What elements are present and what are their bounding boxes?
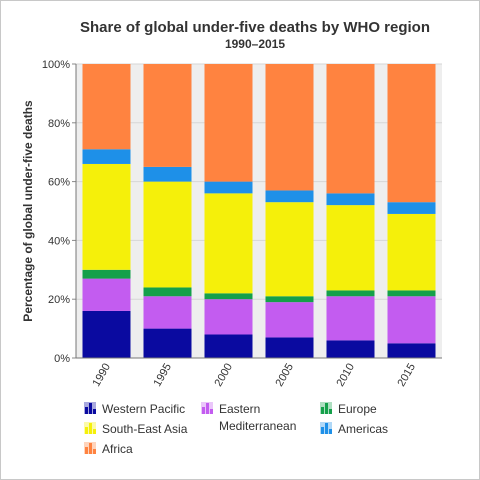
legend-label-americas: Americas <box>338 422 388 436</box>
bar-segment-africa-2005 <box>265 64 314 191</box>
legend-icon-bar <box>93 409 96 414</box>
y-tick-label: 80% <box>48 118 70 130</box>
legend-icon-bar <box>321 427 324 434</box>
legend-icon-bar <box>85 447 88 454</box>
bar-segment-western-pacific-2005 <box>265 337 314 358</box>
legend-item-eastern-mediterranean: Eastern Mediterranean <box>201 402 296 433</box>
bar-segment-europe-2005 <box>265 296 314 303</box>
legend-icon-bar <box>325 423 328 434</box>
legend-item-europe: Europe <box>320 402 377 416</box>
bar-segment-europe-2010 <box>326 290 375 297</box>
bar-segment-eastern-mediterranean-1995 <box>143 296 192 329</box>
bar-segment-south-east-asia-1995 <box>143 181 192 288</box>
y-tick-label: 20% <box>48 294 70 306</box>
bar-segment-western-pacific-1990 <box>82 310 131 358</box>
bar-segment-africa-1995 <box>143 64 192 167</box>
legend-icon-bar <box>329 409 332 414</box>
legend-label-eastern-mediterranean: Eastern Mediterranean <box>219 402 296 433</box>
legend-item-south-east-asia: South-East Asia <box>84 422 188 436</box>
legend-label-line: Eastern <box>219 402 260 416</box>
bar-segment-europe-1990 <box>82 269 131 279</box>
bar-segment-south-east-asia-2000 <box>204 193 253 294</box>
bar-segment-eastern-mediterranean-2010 <box>326 296 375 341</box>
bar-segment-eastern-mediterranean-2005 <box>265 302 314 338</box>
bar-segment-africa-2015 <box>387 64 436 203</box>
x-tick-label: 2005 <box>273 362 296 389</box>
legend-label-western-pacific: Western Pacific <box>102 402 185 416</box>
bar-segment-western-pacific-2015 <box>387 343 436 358</box>
bar-segment-americas-1995 <box>143 166 192 182</box>
chart-title: Share of global under-five deaths by WHO… <box>80 19 430 36</box>
legend-icon-bar <box>89 403 92 414</box>
bar-segment-south-east-asia-1990 <box>82 163 131 270</box>
legend-icon-bar <box>89 423 92 434</box>
legend-icon-bar <box>93 429 96 434</box>
bar-segment-africa-2000 <box>204 64 253 182</box>
legend-icon-bar <box>206 403 209 414</box>
legend-label-line: Mediterranean <box>219 419 296 433</box>
legend-icon-bar <box>210 409 213 414</box>
bar-segment-africa-2010 <box>326 64 375 194</box>
bar-segment-europe-2015 <box>387 290 436 297</box>
bar-segment-americas-2000 <box>204 181 253 194</box>
legend-icon-bar <box>93 449 96 454</box>
bar-segment-western-pacific-2010 <box>326 340 375 358</box>
bar-segment-europe-2000 <box>204 293 253 300</box>
y-axis-label: Percentage of global under-five deaths <box>21 100 35 322</box>
legend-item-africa: Africa <box>84 442 133 456</box>
bar-segment-western-pacific-1995 <box>143 328 192 358</box>
x-tick-label: 1995 <box>151 362 174 389</box>
y-tick-label: 40% <box>48 235 70 247</box>
bar-segment-eastern-mediterranean-2000 <box>204 299 253 335</box>
bar-segment-africa-1990 <box>82 64 131 150</box>
chart-subtitle: 1990–2015 <box>225 37 285 51</box>
legend-icon-bar <box>321 407 324 414</box>
bar-segment-south-east-asia-2010 <box>326 205 375 291</box>
legend-item-western-pacific: Western Pacific <box>84 402 185 416</box>
y-tick-label: 0% <box>54 353 70 365</box>
bar-segment-western-pacific-2000 <box>204 334 253 358</box>
legend-icon-bar <box>202 407 205 414</box>
x-tick-label: 2010 <box>334 362 357 389</box>
bar-segment-americas-1990 <box>82 149 131 164</box>
bar-segment-south-east-asia-2005 <box>265 202 314 297</box>
legend-icon-bar <box>85 427 88 434</box>
bar-segment-south-east-asia-2015 <box>387 213 436 291</box>
x-tick-label: 2015 <box>395 362 418 389</box>
legend-label-south-east-asia: South-East Asia <box>102 422 188 436</box>
bar-segment-eastern-mediterranean-1990 <box>82 278 131 311</box>
bar-segment-americas-2015 <box>387 202 436 214</box>
plot-area <box>76 64 442 358</box>
y-tick-label: 100% <box>42 59 70 71</box>
y-tick-label: 60% <box>48 177 70 189</box>
bar-segment-eastern-mediterranean-2015 <box>387 296 436 344</box>
bar-segment-americas-2005 <box>265 190 314 203</box>
legend-label-europe: Europe <box>338 402 377 416</box>
legend-item-americas: Americas <box>320 422 388 436</box>
legend-icon-bar <box>325 403 328 414</box>
legend-icon-bar <box>329 429 332 434</box>
x-tick-label: 2000 <box>212 362 235 389</box>
legend-icon-bar <box>85 407 88 414</box>
legend-icon-bar <box>89 443 92 454</box>
x-tick-label: 1990 <box>90 362 113 389</box>
bar-segment-americas-2010 <box>326 193 375 206</box>
legend-label-africa: Africa <box>102 442 133 456</box>
bar-segment-europe-1995 <box>143 287 192 297</box>
